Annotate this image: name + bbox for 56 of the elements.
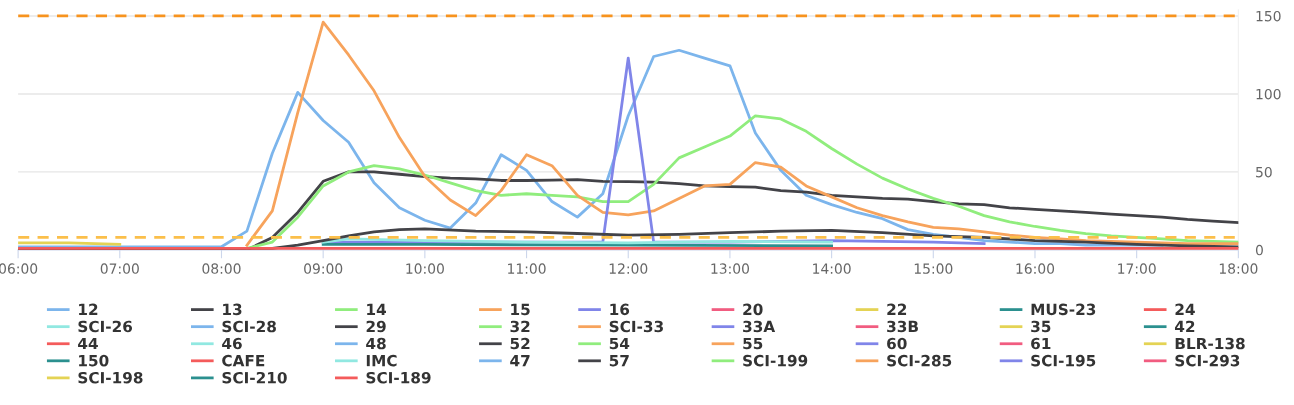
legend-label: 15	[511, 303, 530, 316]
y-tick-label: 100	[1256, 88, 1281, 100]
legend-label: 12	[79, 303, 98, 315]
legend-label: SCI-285	[887, 354, 952, 367]
x-tick-label: 14:00	[813, 263, 851, 274]
legend-label: SCI-28	[222, 320, 276, 333]
legend-label: SCI-195	[1031, 354, 1096, 367]
legend-label: 24	[1175, 303, 1195, 315]
legend-label: SCI-293	[1175, 354, 1240, 367]
legend-label: 61	[1031, 337, 1051, 350]
legend-label: 33A	[743, 320, 776, 333]
y-tick-label: 150	[1256, 10, 1281, 22]
legend-label: 55	[743, 337, 763, 350]
legend-label: 14	[367, 303, 386, 315]
x-tick-label: 07:00	[100, 263, 139, 274]
x-tick-label: 11:00	[508, 263, 546, 274]
legend-label: 22	[887, 303, 907, 315]
legend-label: 42	[1174, 320, 1195, 333]
legend-label: CAFE	[222, 354, 265, 367]
x-tick-label: 08:00	[202, 263, 241, 274]
legend-label: MUS-23	[1031, 303, 1096, 316]
legend-label: IMC	[366, 354, 397, 367]
legend-label: SCI-26	[78, 320, 133, 333]
legend-label: SCI-33	[609, 320, 663, 333]
x-tick-label: 17:00	[1118, 263, 1156, 274]
legend-label: 16	[610, 303, 630, 316]
legend-label: 48	[366, 337, 386, 350]
legend-label: 60	[887, 337, 907, 350]
legend-label: SCI-189	[366, 371, 431, 384]
legend-label: SCI-199	[743, 354, 808, 367]
x-tick-label: 16:00	[1016, 263, 1055, 274]
x-tick-label: 09:00	[304, 263, 343, 274]
y-tick-label: 50	[1256, 166, 1272, 178]
legend-label: 150	[79, 354, 109, 367]
legend-label: 54	[609, 337, 630, 350]
legend-label: 46	[222, 337, 242, 350]
x-tick-label: 18:00	[1219, 263, 1258, 274]
x-tick-label: 12:00	[609, 263, 648, 274]
legend-label: BLR-138	[1175, 337, 1245, 350]
x-tick-label: 15:00	[914, 263, 953, 274]
x-tick-label: 06:00	[0, 263, 38, 274]
legend-label: 20	[743, 303, 763, 316]
y-tick-label: 0	[1255, 244, 1263, 256]
legend-label: SCI-198	[78, 371, 143, 384]
legend-label: 44	[78, 337, 98, 350]
legend-label: 47	[510, 355, 530, 367]
legend-label: 13	[223, 303, 242, 316]
legend-label: 29	[366, 320, 386, 333]
legend-label: 32	[510, 320, 530, 333]
legend-label: 33B	[887, 320, 918, 333]
legend-label: 57	[609, 355, 629, 367]
x-tick-label: 10:00	[406, 263, 444, 274]
legend-label: 35	[1031, 320, 1051, 333]
legend-label: SCI-210	[222, 371, 287, 384]
x-tick-label: 13:00	[711, 263, 750, 274]
legend-label: 52	[510, 337, 530, 350]
